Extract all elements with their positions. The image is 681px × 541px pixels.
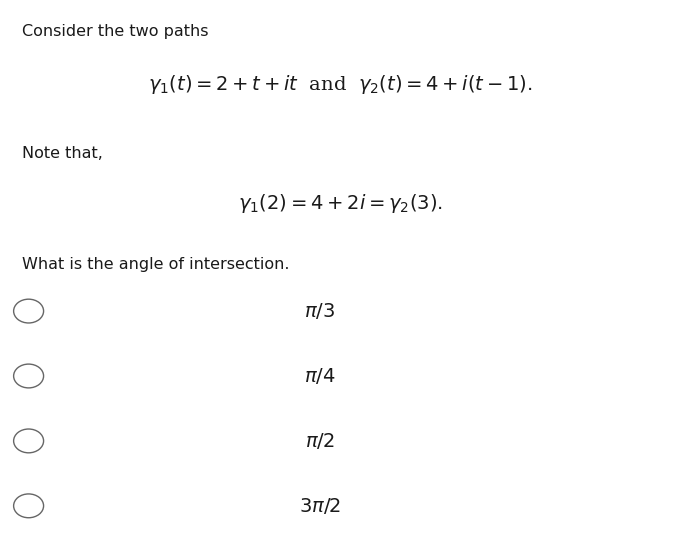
Text: $\gamma_1(t) = 2 + t + it$  and  $\gamma_2(t) = 4 + i(t - 1).$: $\gamma_1(t) = 2 + t + it$ and $\gamma_2…	[148, 73, 533, 96]
Text: $3\pi/2$: $3\pi/2$	[299, 496, 341, 516]
Text: $\pi/3$: $\pi/3$	[304, 301, 336, 321]
Text: $\gamma_1(2) = 4 + 2i = \gamma_2(3).$: $\gamma_1(2) = 4 + 2i = \gamma_2(3).$	[238, 192, 443, 215]
Text: Note that,: Note that,	[22, 146, 103, 161]
Text: $\pi/4$: $\pi/4$	[304, 366, 336, 386]
Text: What is the angle of intersection.: What is the angle of intersection.	[22, 257, 289, 272]
Text: $\pi/2$: $\pi/2$	[305, 431, 335, 451]
Text: Consider the two paths: Consider the two paths	[22, 24, 208, 39]
